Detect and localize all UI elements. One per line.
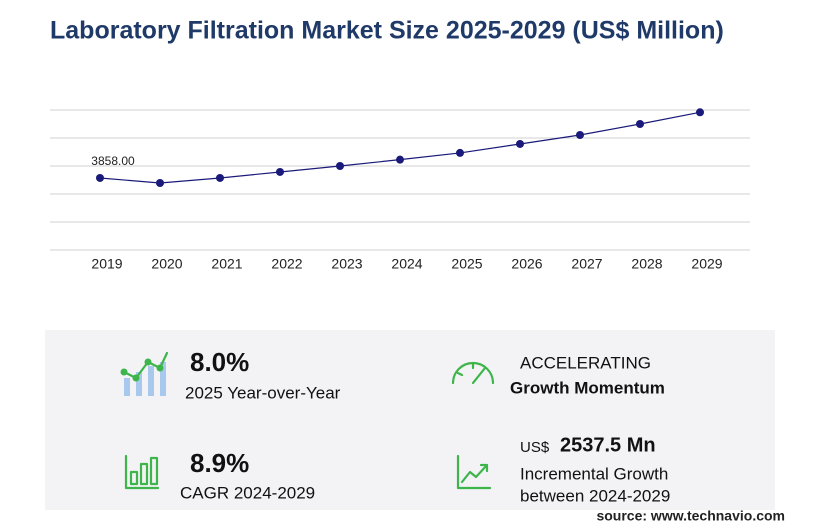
cagr-label: CAGR 2024-2029 (180, 483, 315, 502)
chart-title: Laboratory Filtration Market Size 2025-2… (50, 17, 724, 45)
point (516, 139, 524, 148)
x-tick-label: 2028 (631, 256, 662, 272)
increment-period: between 2024-2029 (520, 486, 670, 505)
x-tick-label: 2029 (691, 256, 722, 272)
increment-value: 2537.5 Mn (560, 434, 656, 456)
yoy-label: 2025 Year-over-Year (185, 383, 341, 402)
cagr-icon (124, 454, 160, 490)
source: source: www.technavio.com (596, 508, 785, 524)
point (216, 173, 224, 182)
stats-panel (45, 330, 775, 510)
point (96, 173, 104, 182)
momentum-label: Growth Momentum (510, 378, 665, 397)
point (276, 167, 284, 176)
increment-unit: US$ (520, 439, 550, 456)
point (156, 178, 164, 187)
increment-label: Incremental Growth (520, 464, 668, 483)
x-tick-label: 2027 (571, 256, 602, 272)
momentum-icon (451, 361, 495, 385)
point (696, 108, 704, 117)
x-tick-label: 2023 (331, 256, 362, 272)
point (336, 162, 344, 170)
yoy-value: 8.0% (190, 347, 249, 377)
momentum-value: ACCELERATING (520, 353, 651, 372)
x-tick-label: 2025 (451, 256, 482, 272)
x-tick-label: 2021 (211, 256, 242, 272)
point (636, 120, 644, 128)
x-tick-label: 2022 (271, 256, 302, 272)
point (396, 155, 404, 164)
x-tick-label: 2024 (391, 256, 422, 272)
data-label: 3858.00 (91, 154, 135, 168)
increment-icon (456, 454, 492, 490)
x-tick-label: 2019 (91, 256, 122, 272)
x-tick-label: 2020 (151, 256, 182, 272)
yoy-icon (120, 351, 169, 396)
line (99, 111, 701, 184)
point (456, 148, 464, 157)
x-tick-label: 2026 (511, 256, 542, 272)
plot: 2019 2020 2021 2022 2023 2024 2025 2026 2027 2028… (50, 108, 750, 272)
cagr-value: 8.9% (190, 448, 249, 478)
point (576, 131, 584, 140)
